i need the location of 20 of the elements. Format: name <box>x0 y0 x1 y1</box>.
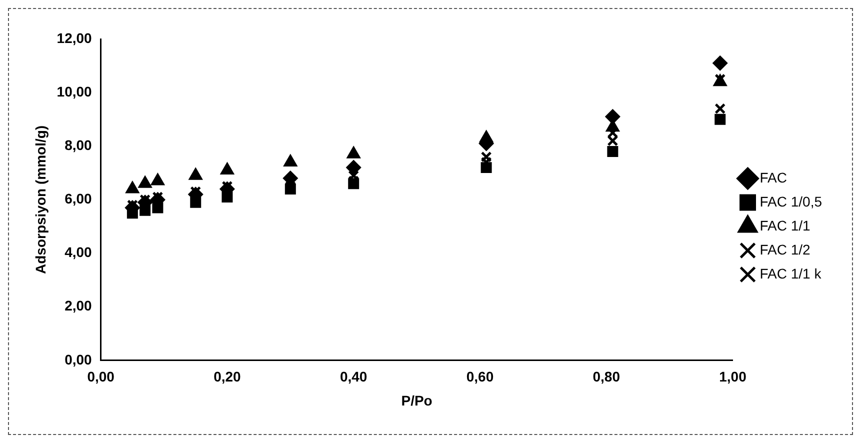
x-tick-label: 0,20 <box>214 368 242 385</box>
legend-label: FAC 1/1 k <box>760 265 822 282</box>
y-tick-label: 0,00 <box>64 351 92 368</box>
y-tick-label: 6,00 <box>64 190 92 207</box>
y-axis-title: Adsorpsiyon (mmol/g) <box>32 125 48 274</box>
legend-label: FAC 1/0,5 <box>760 193 822 210</box>
x-axis-title: P/Po <box>401 392 432 408</box>
x-tick-label: 0,40 <box>340 368 368 385</box>
y-tick-label: 8,00 <box>64 136 92 153</box>
legend-label: FAC <box>760 169 787 186</box>
x-tick-label: 0,80 <box>592 368 620 385</box>
y-tick-label: 4,00 <box>64 244 92 260</box>
legend-label: FAC 1/1 <box>760 217 811 234</box>
y-tick-label: 2,00 <box>64 298 92 314</box>
y-tick-label: 10,00 <box>56 83 92 100</box>
legend-label: FAC 1/2 <box>760 241 811 258</box>
y-tick-label: 12,00 <box>56 30 92 46</box>
x-tick-label: 0,60 <box>466 368 494 385</box>
x-tick-label: 0,00 <box>87 368 115 385</box>
x-tick-label: 1,00 <box>719 368 747 385</box>
